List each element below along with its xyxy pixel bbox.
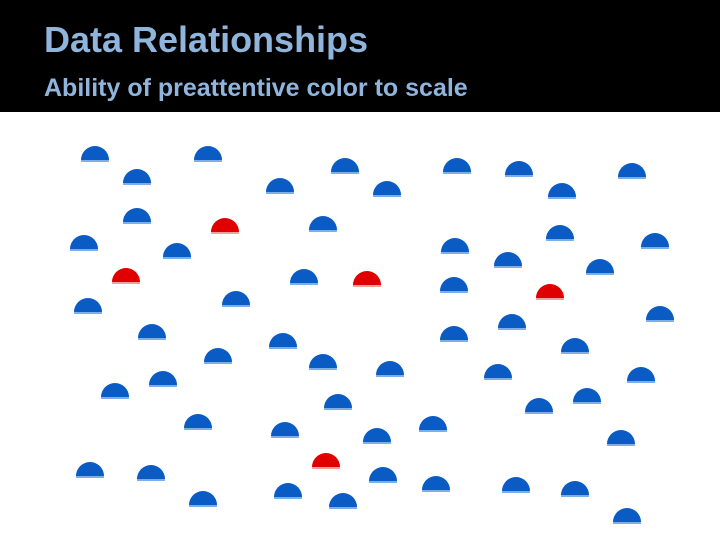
blue-marker	[74, 298, 102, 312]
blue-marker	[641, 233, 669, 247]
blue-marker	[561, 481, 589, 495]
blue-marker	[163, 243, 191, 257]
blue-marker	[441, 238, 469, 252]
blue-marker	[561, 338, 589, 352]
red-marker	[353, 271, 381, 285]
blue-marker	[309, 354, 337, 368]
blue-marker	[184, 414, 212, 428]
blue-marker	[422, 476, 450, 490]
blue-marker	[498, 314, 526, 328]
blue-marker	[149, 371, 177, 385]
blue-marker	[222, 291, 250, 305]
blue-marker	[613, 508, 641, 522]
slide-title: Data Relationships	[44, 19, 369, 60]
blue-marker	[440, 326, 468, 340]
blue-marker	[123, 208, 151, 222]
blue-marker	[269, 333, 297, 347]
blue-marker	[101, 383, 129, 397]
title-bar: Data Relationships Ability of preattenti…	[0, 0, 720, 112]
blue-marker	[266, 178, 294, 192]
blue-marker	[548, 183, 576, 197]
blue-marker	[505, 161, 533, 175]
blue-marker	[363, 428, 391, 442]
blue-marker	[525, 398, 553, 412]
blue-marker	[274, 483, 302, 497]
blue-marker	[204, 348, 232, 362]
blue-marker	[76, 462, 104, 476]
blue-marker	[70, 235, 98, 249]
marker-field	[0, 112, 720, 540]
blue-marker	[373, 181, 401, 195]
blue-marker	[494, 252, 522, 266]
blue-marker	[627, 367, 655, 381]
blue-marker	[271, 422, 299, 436]
blue-marker	[123, 169, 151, 183]
red-marker	[312, 453, 340, 467]
blue-marker	[573, 388, 601, 402]
blue-marker	[419, 416, 447, 430]
blue-marker	[189, 491, 217, 505]
blue-marker	[369, 467, 397, 481]
blue-marker	[324, 394, 352, 408]
blue-marker	[290, 269, 318, 283]
red-marker	[536, 284, 564, 298]
red-marker	[112, 268, 140, 282]
red-marker	[211, 218, 239, 232]
blue-marker	[618, 163, 646, 177]
blue-marker	[586, 259, 614, 273]
blue-marker	[502, 477, 530, 491]
blue-marker	[138, 324, 166, 338]
blue-marker	[443, 158, 471, 172]
blue-marker	[309, 216, 337, 230]
blue-marker	[194, 146, 222, 160]
blue-marker	[137, 465, 165, 479]
blue-marker	[329, 493, 357, 507]
blue-marker	[607, 430, 635, 444]
slide-subtitle: Ability of preattentive color to scale	[44, 74, 468, 102]
blue-marker	[81, 146, 109, 160]
blue-marker	[331, 158, 359, 172]
blue-marker	[546, 225, 574, 239]
blue-marker	[376, 361, 404, 375]
blue-marker	[440, 277, 468, 291]
blue-marker	[646, 306, 674, 320]
blue-marker	[484, 364, 512, 378]
